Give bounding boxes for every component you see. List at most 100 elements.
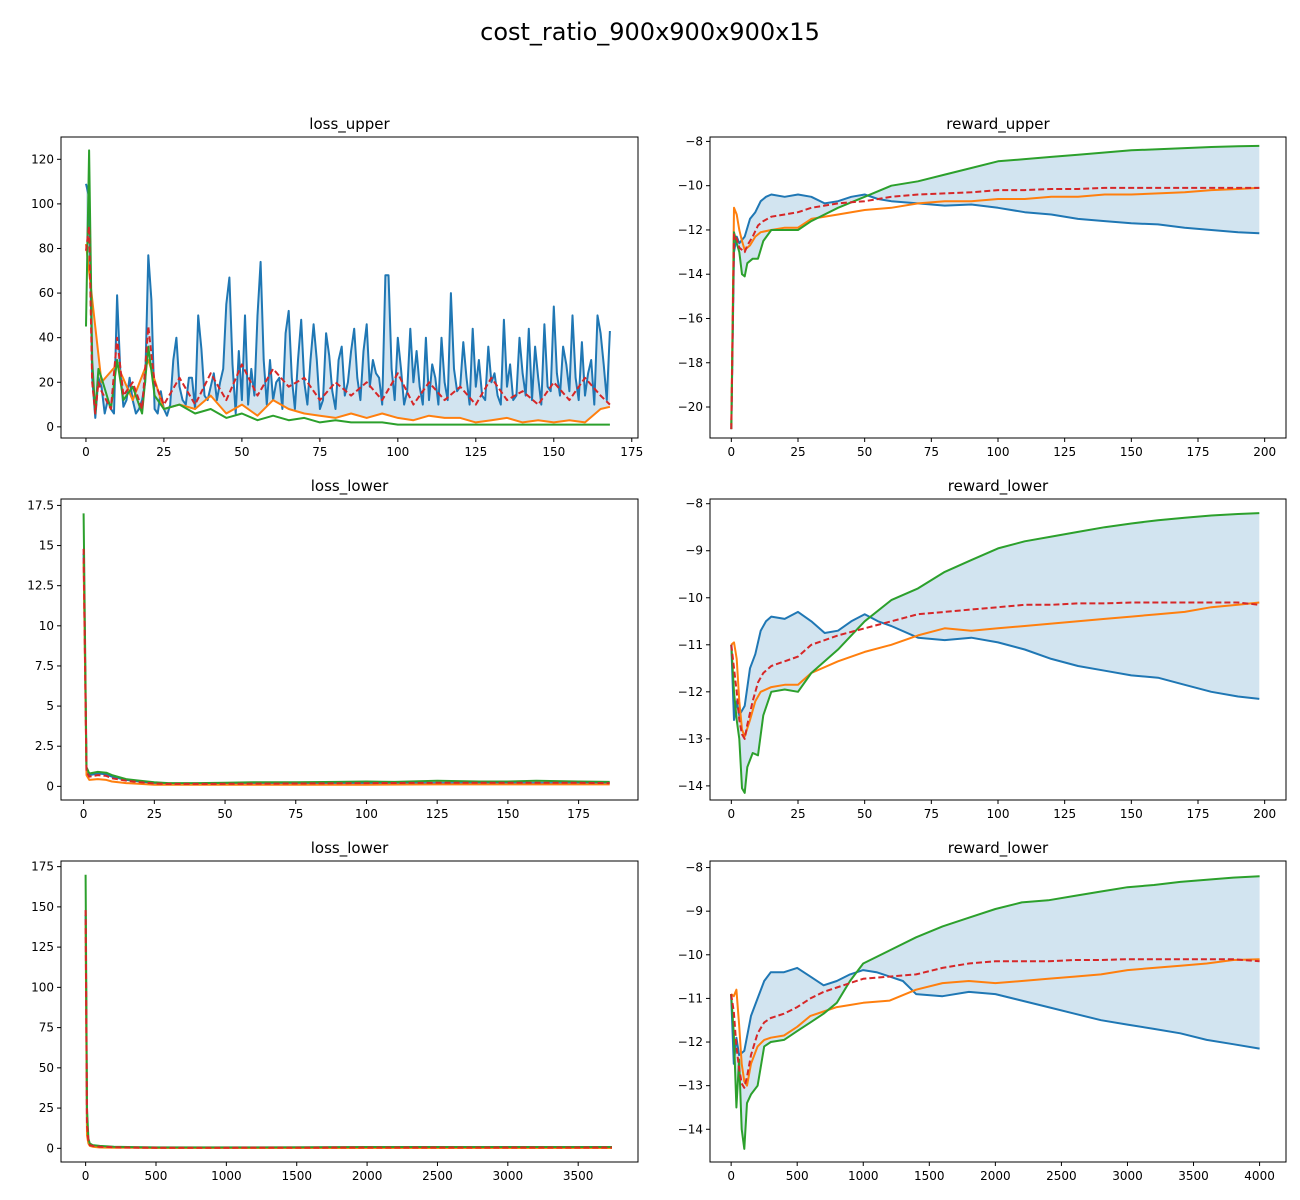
x-tick-label: 75 [924, 445, 939, 459]
x-tick-label: 50 [857, 807, 872, 821]
y-tick-label: −12 [678, 1035, 703, 1049]
series-line-3 [730, 144, 1260, 430]
fill-band [731, 876, 1260, 1149]
x-tick-label: 2000 [352, 1169, 383, 1183]
y-tick-label: 15 [39, 539, 54, 553]
y-tick-label: −14 [678, 1122, 703, 1136]
y-tick-label: −13 [678, 732, 703, 746]
series-line-4 [82, 548, 610, 785]
x-tick-label: 100 [386, 445, 409, 459]
series-line-4 [730, 601, 1260, 740]
series-line-3 [730, 875, 1260, 1150]
x-tick-label: 0 [727, 1169, 735, 1183]
y-tick-label: 120 [31, 152, 54, 166]
x-tick-label: 4000 [1244, 1169, 1275, 1183]
y-tick-label: −20 [678, 400, 703, 414]
chart-title: reward_lower [948, 477, 1049, 496]
x-tick-label: 150 [1120, 807, 1143, 821]
y-tick-label: −8 [685, 497, 703, 511]
y-tick-label: 0 [46, 1141, 54, 1155]
y-tick-label: 20 [39, 375, 54, 389]
x-tick-label: 125 [464, 445, 487, 459]
series-line-2 [730, 601, 1260, 738]
y-tick-label: 5 [46, 699, 54, 713]
x-tick-label: 3000 [1112, 1169, 1143, 1183]
y-tick-label: 175 [31, 860, 54, 874]
y-tick-label: 100 [31, 197, 54, 211]
series-line-1 [730, 966, 1260, 1065]
y-tick-label: −9 [685, 544, 703, 558]
x-tick-label: 125 [426, 807, 449, 821]
x-tick-label: 0 [728, 445, 736, 459]
chart-title: loss_lower [311, 839, 389, 858]
x-tick-label: 0 [728, 807, 736, 821]
x-tick-label: 1500 [914, 1169, 945, 1183]
x-tick-label: 200 [1253, 807, 1276, 821]
figure-suptitle: cost_ratio_900x900x900x15 [480, 18, 820, 46]
chart-panel-2: 0 25 50 75 100 125 150 175 200 −20 −18 −16 −14 −12 −10… [678, 115, 1287, 459]
x-tick-label: 2000 [980, 1169, 1011, 1183]
fill-band [731, 513, 1260, 793]
x-tick-label: 100 [987, 807, 1010, 821]
series-line-1 [730, 193, 1260, 430]
series-line-1 [82, 553, 610, 785]
x-tick-label: 175 [620, 445, 643, 459]
x-tick-label: 175 [567, 807, 590, 821]
chart-panel-1: 0 25 50 75 100 125 150 175 0 20 40 60 80 100 120 loss_u… [31, 115, 643, 459]
series-line-3 [85, 149, 610, 426]
y-tick-label: −16 [678, 311, 703, 325]
y-tick-label: 75 [39, 1021, 54, 1035]
y-tick-label: 12.5 [27, 579, 54, 593]
x-tick-label: 0 [82, 445, 90, 459]
y-tick-label: 0 [46, 420, 54, 434]
chart-title: loss_upper [309, 115, 390, 134]
y-tick-label: −18 [678, 356, 703, 370]
y-tick-label: −11 [678, 991, 703, 1005]
y-tick-label: −10 [678, 179, 703, 193]
x-tick-label: 25 [790, 807, 805, 821]
y-tick-label: 25 [39, 1101, 54, 1115]
x-tick-label: 50 [857, 445, 872, 459]
axes-frame [709, 860, 1287, 1163]
x-tick-label: 0 [82, 1169, 90, 1183]
x-tick-label: 500 [145, 1169, 168, 1183]
y-tick-label: 7.5 [35, 659, 54, 673]
series-line-1 [84, 914, 612, 1149]
x-tick-label: 125 [1053, 807, 1076, 821]
series-line-2 [730, 186, 1260, 425]
series-line-4 [730, 186, 1260, 430]
x-tick-label: 2500 [422, 1169, 453, 1183]
x-tick-label: 1500 [281, 1169, 312, 1183]
x-tick-label: 200 [1253, 445, 1276, 459]
y-tick-label: −14 [678, 267, 703, 281]
x-tick-label: 3500 [1178, 1169, 1209, 1183]
axes-frame [60, 498, 639, 801]
series-line-4 [84, 910, 612, 1149]
y-tick-label: 10 [39, 619, 54, 633]
chart-panel-3: 0 25 50 75 100 125 150 175 0 2.5 5 7.5 10 12.5 15 17.5 l… [27, 477, 639, 821]
x-tick-label: 1000 [848, 1169, 879, 1183]
x-tick-label: 125 [1053, 445, 1076, 459]
x-tick-label: 75 [924, 807, 939, 821]
x-tick-label: 25 [790, 445, 805, 459]
y-tick-label: −14 [678, 779, 703, 793]
x-tick-label: 175 [1187, 807, 1210, 821]
chart-title: reward_upper [946, 115, 1050, 134]
y-tick-label: −8 [685, 134, 703, 148]
y-tick-label: 100 [31, 980, 54, 994]
x-tick-label: 1000 [211, 1169, 242, 1183]
y-tick-label: 60 [39, 286, 54, 300]
x-tick-label: 50 [234, 445, 249, 459]
x-tick-label: 0 [80, 807, 88, 821]
y-tick-label: −10 [678, 948, 703, 962]
y-tick-label: −13 [678, 1079, 703, 1093]
chart-panel-6: 0 500 1000 1500 2000 2500 3000 3500 4000 −14 −13 −1… [678, 839, 1287, 1183]
series-line-4 [85, 225, 611, 415]
x-tick-label: 3000 [493, 1169, 524, 1183]
x-tick-label: 75 [288, 807, 303, 821]
y-tick-label: −9 [685, 904, 703, 918]
x-tick-label: 50 [217, 807, 232, 821]
series-line-3 [84, 874, 612, 1149]
series-line-1 [85, 183, 611, 419]
y-tick-label: −12 [678, 685, 703, 699]
